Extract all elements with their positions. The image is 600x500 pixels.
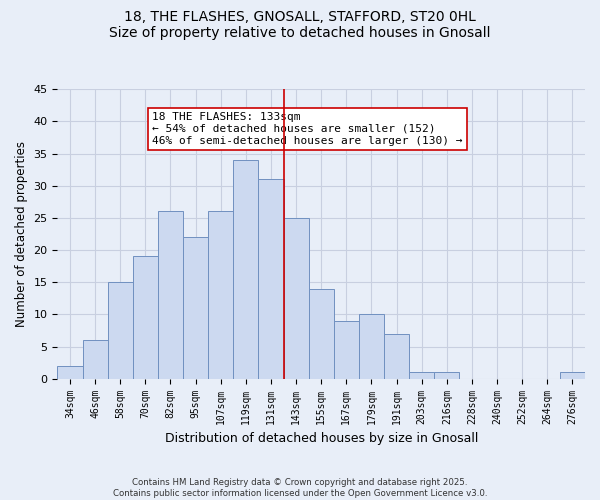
Bar: [183, 237, 208, 378]
Text: 18, THE FLASHES, GNOSALL, STAFFORD, ST20 0HL
Size of property relative to detach: 18, THE FLASHES, GNOSALL, STAFFORD, ST20…: [109, 10, 491, 40]
Bar: [334, 321, 359, 378]
Bar: [158, 212, 183, 378]
Bar: [434, 372, 460, 378]
Bar: [107, 282, 133, 378]
Bar: [409, 372, 434, 378]
Bar: [384, 334, 409, 378]
Bar: [284, 218, 308, 378]
Bar: [259, 180, 284, 378]
Y-axis label: Number of detached properties: Number of detached properties: [15, 141, 28, 327]
Bar: [560, 372, 585, 378]
Text: 18 THE FLASHES: 133sqm
← 54% of detached houses are smaller (152)
46% of semi-de: 18 THE FLASHES: 133sqm ← 54% of detached…: [152, 112, 463, 146]
Bar: [308, 288, 334, 378]
Bar: [58, 366, 83, 378]
Bar: [208, 212, 233, 378]
Bar: [359, 314, 384, 378]
Text: Contains HM Land Registry data © Crown copyright and database right 2025.
Contai: Contains HM Land Registry data © Crown c…: [113, 478, 487, 498]
Bar: [133, 256, 158, 378]
X-axis label: Distribution of detached houses by size in Gnosall: Distribution of detached houses by size …: [164, 432, 478, 445]
Bar: [83, 340, 107, 378]
Bar: [233, 160, 259, 378]
